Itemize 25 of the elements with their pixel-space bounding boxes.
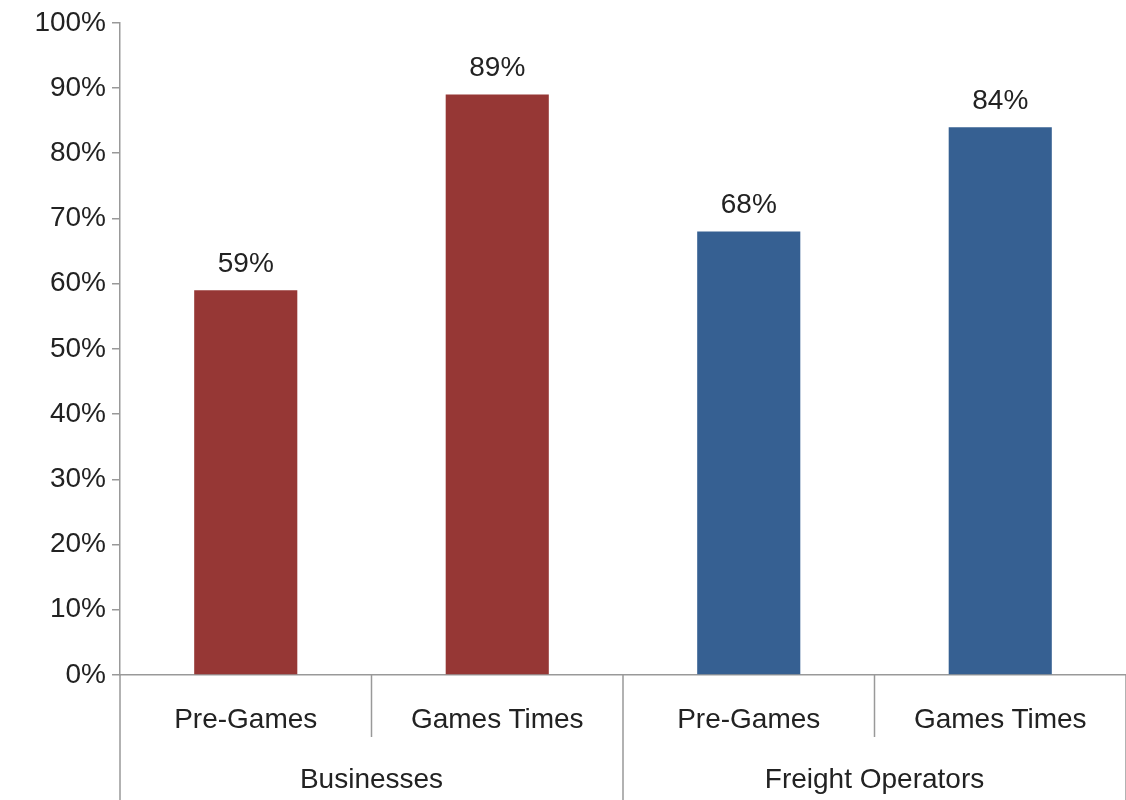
text: Freight Operators xyxy=(764,762,985,794)
bar xyxy=(948,127,1052,675)
x-tick-label: Games Times xyxy=(410,702,584,734)
x-tick-label: Pre-Games xyxy=(174,702,318,734)
bar xyxy=(445,94,549,675)
y-tick-label: 10% xyxy=(49,592,106,624)
y-tick-label: 40% xyxy=(49,396,106,428)
bar xyxy=(697,231,801,675)
y-tick-label: 90% xyxy=(49,70,106,102)
data-label: 68% xyxy=(720,188,777,220)
y-tick-label: 0% xyxy=(65,657,106,689)
bar xyxy=(194,290,298,675)
data-label: 59% xyxy=(217,246,274,278)
y-tick-label: 30% xyxy=(49,462,106,494)
x-tick-label: Pre-Games xyxy=(677,702,821,734)
y-tick-label: 20% xyxy=(49,527,106,559)
data-label: 89% xyxy=(469,51,526,83)
y-tick-label: 50% xyxy=(49,331,106,363)
data-label: 84% xyxy=(972,83,1029,115)
y-tick-label: 60% xyxy=(49,266,106,298)
y-tick-label: 100% xyxy=(34,5,106,37)
y-tick-label: 80% xyxy=(49,135,106,167)
y-tick-label: 70% xyxy=(49,201,106,233)
text: Businesses xyxy=(299,762,444,794)
x-tick-label: Games Times xyxy=(913,702,1087,734)
